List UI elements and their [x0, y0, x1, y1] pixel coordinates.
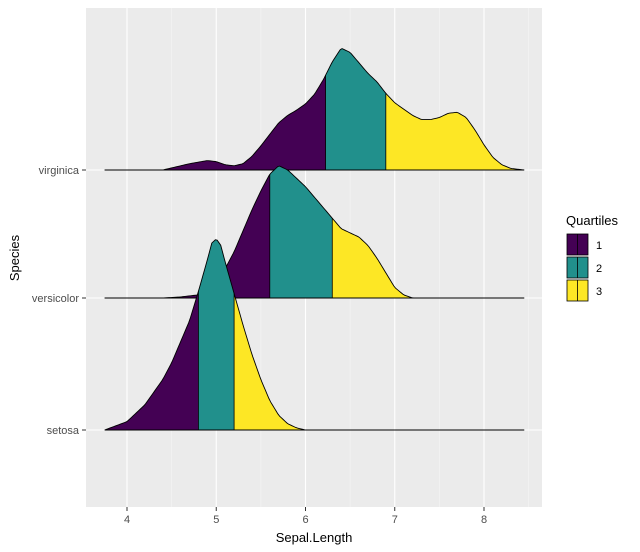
density-ridges: [104, 48, 525, 431]
y-axis-title: Species: [7, 234, 22, 281]
legend-title: Quartiles: [566, 213, 619, 228]
x-tick-label: 8: [481, 514, 487, 526]
y-tick-label: versicolor: [32, 293, 79, 305]
quartile-2-area: [198, 239, 235, 430]
x-tick-label: 7: [392, 514, 398, 526]
legend-label: 1: [596, 240, 602, 252]
ridge-virginica: [104, 48, 525, 171]
legend-label: 3: [596, 286, 602, 298]
quartile-3-area: [234, 293, 525, 430]
quartile-1-area: [104, 75, 326, 170]
x-tick-label: 6: [302, 514, 308, 526]
quartile-2-area: [269, 165, 333, 298]
quartile-2-area: [325, 48, 386, 170]
legend: Quartiles 1 2 3: [566, 213, 619, 302]
x-axis-title: Sepal.Length: [276, 530, 353, 545]
quartile-1-area: [104, 174, 270, 298]
y-tick-label: virginica: [39, 165, 80, 177]
watermark-text: https://blog.csdn.net/qq_42374697: [449, 525, 633, 539]
ridge-setosa: [104, 239, 525, 431]
y-axis: setosa versicolor virginica: [32, 165, 86, 437]
quartile-3-area: [332, 218, 525, 298]
x-tick-label: 4: [124, 514, 130, 526]
density-outline: [104, 48, 525, 171]
quartile-1-area: [104, 291, 199, 430]
quartile-3-area: [385, 93, 525, 170]
y-tick-label: setosa: [47, 425, 80, 437]
ridge-versicolor: [104, 165, 525, 299]
x-tick-label: 5: [213, 514, 219, 526]
legend-label: 2: [596, 263, 602, 275]
x-axis: 4 5 6 7 8: [124, 507, 487, 526]
